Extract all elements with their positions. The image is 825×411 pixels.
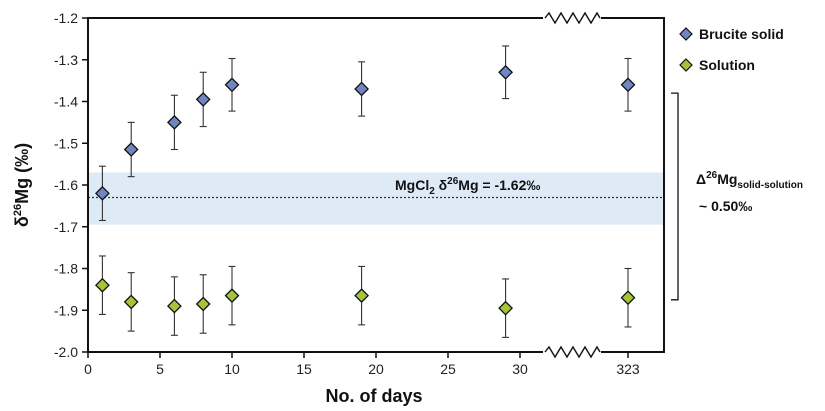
data-point-brucite-solid — [498, 64, 514, 80]
reference-label: MgCl2 δ26Mg = -1.62‰ — [395, 176, 540, 197]
data-point-brucite-solid — [224, 77, 240, 93]
x-axis-ticks: 0 5 10 15 20 25 30 323 — [84, 352, 640, 377]
y-tick-label: -1.4 — [54, 94, 78, 110]
data-point-brucite-solid — [123, 142, 139, 157]
axis-break-top — [543, 11, 601, 25]
x-tick-label: 30 — [512, 361, 528, 377]
x-tick-label: 5 — [156, 361, 164, 377]
axis-break-bottom — [543, 345, 601, 359]
data-point-brucite-solid — [195, 91, 211, 107]
legend-marker-brucite — [679, 27, 693, 41]
legend-label-solution: Solution — [699, 57, 755, 73]
legend-label-brucite: Brucite solid — [699, 26, 784, 42]
bracket-label-line2: ~ 0.50‰ — [699, 198, 752, 214]
legend-item-solution: Solution — [679, 57, 755, 73]
y-tick-label: -1.6 — [54, 177, 78, 193]
x-tick-label: 25 — [440, 361, 456, 377]
data-point-solution — [224, 288, 240, 304]
data-point-solution — [620, 290, 636, 306]
data-point-solution — [195, 296, 211, 312]
y-tick-label: -1.9 — [54, 302, 78, 318]
y-tick-label: -1.8 — [54, 261, 78, 277]
y-tick-label: -1.5 — [54, 135, 78, 151]
data-point-solution — [498, 300, 514, 316]
x-tick-label: 323 — [616, 361, 640, 377]
data-point-solution — [123, 294, 139, 310]
y-tick-label: -1.2 — [54, 10, 78, 26]
x-tick-label: 0 — [84, 361, 92, 377]
legend-marker-solution — [679, 58, 693, 72]
y-axis-title: δ26Mg (‰) — [12, 143, 32, 227]
data-points — [94, 64, 636, 316]
data-point-solution — [354, 288, 370, 304]
x-tick-label: 15 — [296, 361, 312, 377]
x-tick-label: 10 — [224, 361, 240, 377]
data-point-solution — [94, 277, 110, 293]
data-point-brucite-solid — [166, 114, 182, 130]
y-axis-ticks: -1.2 -1.3 -1.4 -1.5 -1.6 -1.7 -1.8 -1.9 -2.0 — [54, 10, 88, 360]
legend: Brucite solid Solution — [679, 26, 784, 73]
data-point-brucite-solid — [354, 81, 370, 97]
difference-bracket — [671, 92, 679, 301]
y-tick-label: -1.7 — [54, 219, 78, 235]
data-point-solution — [166, 298, 182, 314]
x-tick-label: 20 — [368, 361, 384, 377]
y-tick-label: -2.0 — [54, 344, 78, 360]
reference-band — [88, 172, 664, 225]
legend-item-brucite-solid: Brucite solid — [679, 26, 784, 42]
data-point-brucite-solid — [94, 185, 110, 201]
bracket-label-line1: Δ26Mgsolid-solution — [696, 170, 803, 191]
x-axis-title: No. of days — [325, 386, 422, 406]
y-tick-label: -1.3 — [54, 52, 78, 68]
data-point-brucite-solid — [620, 77, 636, 93]
